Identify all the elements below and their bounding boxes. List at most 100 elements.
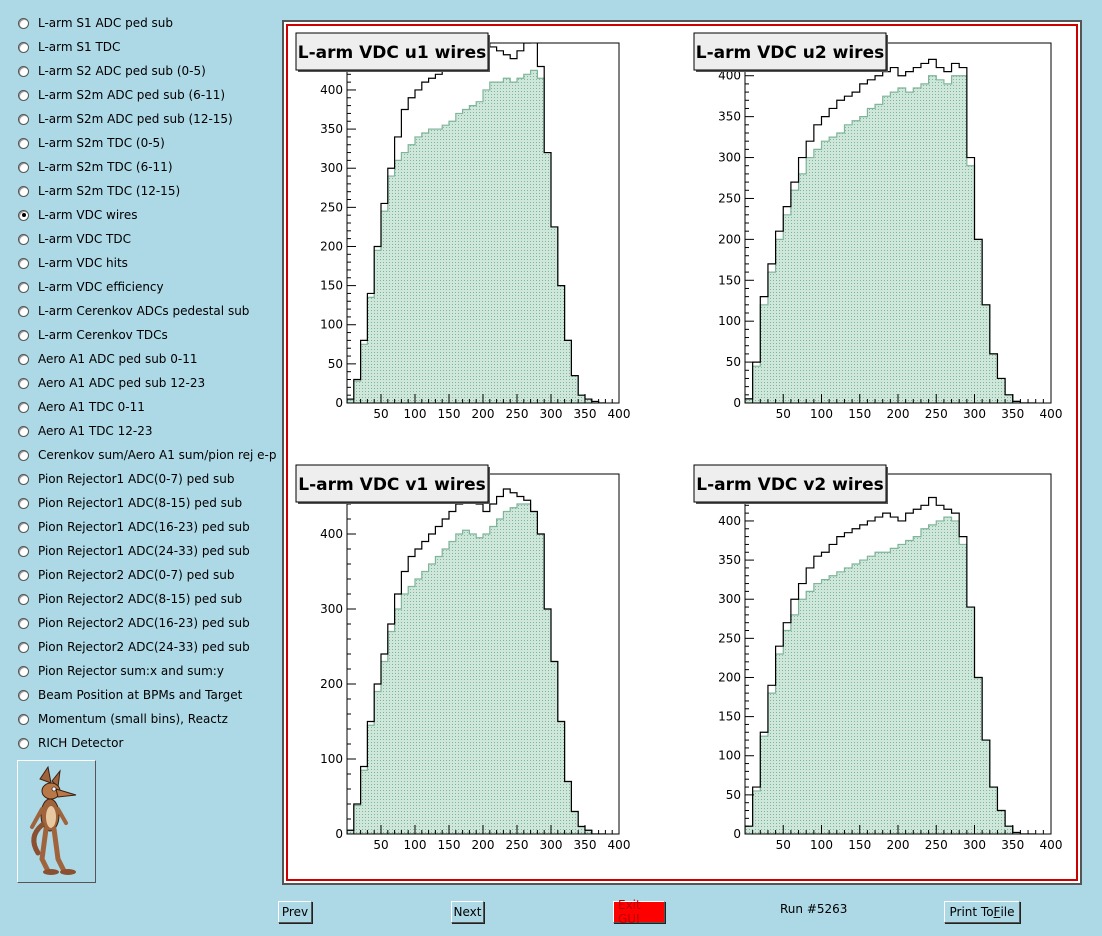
radio-unchecked-icon[interactable]	[18, 377, 29, 389]
histogram-panel: 50 100 150 200 250 300 350 400 0 50 100 150 200 250 30…	[693, 32, 1063, 421]
x-tick-label: 150	[438, 407, 461, 421]
radio-unchecked-icon[interactable]	[18, 545, 29, 557]
histogram-option[interactable]: L-arm VDC wires	[18, 205, 137, 225]
radio-unchecked-icon[interactable]	[18, 521, 29, 533]
histogram-option-label: Aero A1 TDC 0-11	[38, 400, 145, 414]
histogram-option-label: L-arm VDC hits	[38, 256, 128, 270]
histogram-option[interactable]: L-arm S2 ADC ped sub (0-5)	[18, 61, 206, 81]
histogram-option[interactable]: Beam Position at BPMs and Target	[18, 685, 242, 705]
histogram-option[interactable]: RICH Detector	[18, 733, 123, 753]
histogram-option[interactable]: Aero A1 ADC ped sub 12-23	[18, 373, 205, 393]
radio-unchecked-icon[interactable]	[18, 113, 29, 125]
y-tick-label: 300	[718, 592, 741, 606]
radio-unchecked-icon[interactable]	[18, 161, 29, 173]
radio-unchecked-icon[interactable]	[18, 689, 29, 701]
radio-unchecked-icon[interactable]	[18, 569, 29, 581]
histogram-option[interactable]: Pion Rejector sum:x and sum:y	[18, 661, 224, 681]
exit-gui-button[interactable]: Exit GUI	[613, 898, 665, 926]
x-tick-label: 50	[373, 838, 388, 852]
histogram-option-label: L-arm S2m ADC ped sub (6-11)	[38, 88, 226, 102]
histogram-option[interactable]: L-arm VDC hits	[18, 253, 128, 273]
histogram-option[interactable]: Pion Rejector2 ADC(0-7) ped sub	[18, 565, 235, 585]
y-tick-label: 0	[335, 396, 343, 410]
y-tick-label: 350	[718, 110, 741, 124]
x-tick-label: 150	[438, 838, 461, 852]
next-button[interactable]: Next	[451, 901, 484, 923]
radio-unchecked-icon[interactable]	[18, 281, 29, 293]
x-tick-label: 350	[1001, 838, 1024, 852]
y-tick-label: 400	[718, 514, 741, 528]
histogram-option[interactable]: Pion Rejector2 ADC(24-33) ped sub	[18, 637, 250, 657]
histogram-option[interactable]: Pion Rejector1 ADC(8-15) ped sub	[18, 493, 242, 513]
radio-unchecked-icon[interactable]	[18, 737, 29, 749]
radio-unchecked-icon[interactable]	[18, 713, 29, 725]
histogram-option[interactable]: Pion Rejector2 ADC(16-23) ped sub	[18, 613, 250, 633]
radio-unchecked-icon[interactable]	[18, 185, 29, 197]
histogram-option[interactable]: Pion Rejector1 ADC(16-23) ped sub	[18, 517, 250, 537]
histogram-option[interactable]: Aero A1 TDC 12-23	[18, 421, 153, 441]
radio-unchecked-icon[interactable]	[18, 329, 29, 341]
radio-unchecked-icon[interactable]	[18, 473, 29, 485]
radio-unchecked-icon[interactable]	[18, 617, 29, 629]
histogram-option[interactable]: L-arm VDC TDC	[18, 229, 131, 249]
print-label-end: ile	[1000, 905, 1015, 919]
histogram-panel: 50 100 150 200 250 300 350 400 0 100 200 300 400 L-ar…	[295, 464, 631, 852]
histogram-option[interactable]: L-arm S1 TDC	[18, 37, 120, 57]
x-tick-label: 50	[373, 407, 388, 421]
radio-unchecked-icon[interactable]	[18, 665, 29, 677]
histogram-option[interactable]: Momentum (small bins), Reactz	[18, 709, 228, 729]
radio-unchecked-icon[interactable]	[18, 497, 29, 509]
radio-unchecked-icon[interactable]	[18, 65, 29, 77]
histogram-option[interactable]: Aero A1 ADC ped sub 0-11	[18, 349, 197, 369]
histogram-option[interactable]: Cerenkov sum/Aero A1 sum/pion rej e-p	[18, 445, 277, 465]
y-tick-label: 100	[320, 752, 343, 766]
histogram-option[interactable]: Pion Rejector2 ADC(8-15) ped sub	[18, 589, 242, 609]
histogram-option[interactable]: Pion Rejector1 ADC(24-33) ped sub	[18, 541, 250, 561]
x-tick-label: 400	[1040, 407, 1063, 421]
y-tick-label: 0	[335, 827, 343, 841]
histogram-option[interactable]: L-arm Cerenkov TDCs	[18, 325, 168, 345]
histogram-option-label: L-arm S2m TDC (6-11)	[38, 160, 173, 174]
x-tick-label: 300	[540, 407, 563, 421]
histogram-option[interactable]: L-arm S1 ADC ped sub	[18, 13, 173, 33]
histogram-option[interactable]: L-arm VDC efficiency	[18, 277, 164, 297]
histogram-option-label: Pion Rejector1 ADC(8-15) ped sub	[38, 496, 243, 510]
radio-unchecked-icon[interactable]	[18, 641, 29, 653]
radio-unchecked-icon[interactable]	[18, 401, 29, 413]
radio-checked-icon[interactable]	[18, 209, 29, 221]
x-tick-label: 250	[506, 407, 529, 421]
data-histogram	[745, 496, 1036, 834]
radio-unchecked-icon[interactable]	[18, 89, 29, 101]
radio-unchecked-icon[interactable]	[18, 425, 29, 437]
radio-unchecked-icon[interactable]	[18, 353, 29, 365]
histogram-option[interactable]: L-arm S2m ADC ped sub (6-11)	[18, 85, 225, 105]
radio-unchecked-icon[interactable]	[18, 41, 29, 53]
radio-unchecked-icon[interactable]	[18, 593, 29, 605]
histogram-title: L-arm VDC u2 wires	[696, 43, 884, 63]
histogram-option-label: L-arm Cerenkov ADCs pedestal sub	[38, 304, 250, 318]
radio-unchecked-icon[interactable]	[18, 449, 29, 461]
histogram-option[interactable]: Aero A1 TDC 0-11	[18, 397, 145, 417]
histogram-option[interactable]: Pion Rejector1 ADC(0-7) ped sub	[18, 469, 235, 489]
prev-button[interactable]: Prev	[278, 901, 312, 923]
histogram-option-label: L-arm S1 ADC ped sub	[38, 16, 173, 30]
histogram-option[interactable]: L-arm S2m ADC ped sub (12-15)	[18, 109, 233, 129]
radio-unchecked-icon[interactable]	[18, 137, 29, 149]
radio-unchecked-icon[interactable]	[18, 17, 29, 29]
x-tick-label: 300	[540, 838, 563, 852]
x-tick-label: 100	[404, 407, 427, 421]
x-tick-label: 400	[1040, 838, 1063, 852]
radio-unchecked-icon[interactable]	[18, 233, 29, 245]
histogram-option-label: Pion Rejector2 ADC(0-7) ped sub	[38, 568, 235, 582]
histogram-canvas: 50 100 150 200 250 300 350 400 0 50 100 150 200 250 30…	[282, 20, 1082, 885]
histogram-option[interactable]: L-arm S2m TDC (6-11)	[18, 157, 173, 177]
radio-unchecked-icon[interactable]	[18, 257, 29, 269]
histogram-option[interactable]: L-arm Cerenkov ADCs pedestal sub	[18, 301, 249, 321]
histogram-option-label: Pion Rejector2 ADC(16-23) ped sub	[38, 616, 250, 630]
histogram-option-label: Pion Rejector1 ADC(24-33) ped sub	[38, 544, 250, 558]
histogram-option[interactable]: L-arm S2m TDC (0-5)	[18, 133, 165, 153]
radio-unchecked-icon[interactable]	[18, 305, 29, 317]
histogram-option[interactable]: L-arm S2m TDC (12-15)	[18, 181, 180, 201]
x-tick-label: 400	[608, 838, 631, 852]
